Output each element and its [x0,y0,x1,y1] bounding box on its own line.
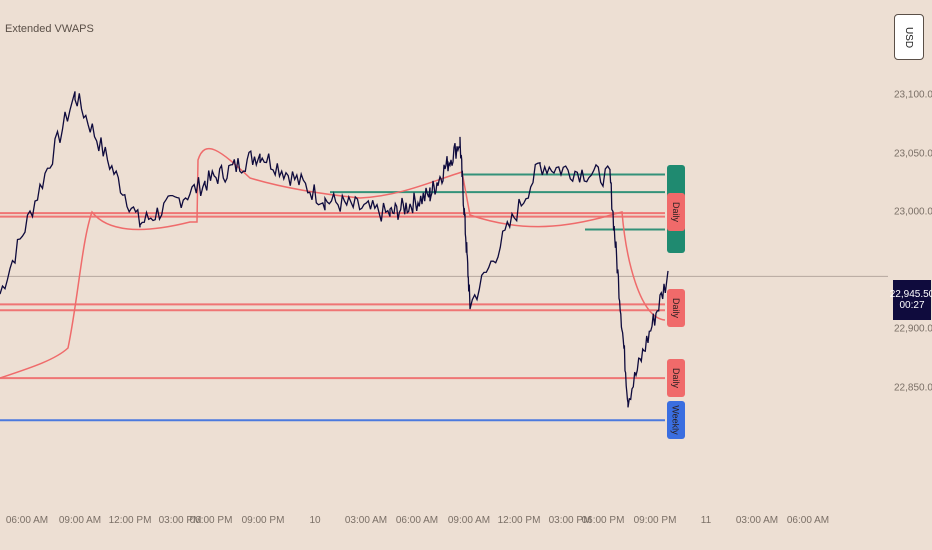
time-tick-label: 03:00 AM [344,515,388,526]
time-tick-label: 06:00 AM [786,515,830,526]
level-badge-daily: Daily [667,288,685,327]
time-tick-label: 06:00 AM [5,515,49,526]
price-tick-label: 23,000.00 [894,206,932,218]
level-badge-label: Daily [671,368,682,389]
time-tick-label: 06:00 AM [395,515,439,526]
time-tick-label: 06:00 PM [581,515,625,526]
time-axis[interactable]: 06:00 AM 09:00 AM 12:00 PM 03:00 PM 06:00 PM… [0,505,888,550]
levels-layer [0,173,888,422]
time-tick-label: 12:00 PM [497,515,541,526]
vwap-layer [0,148,666,379]
bar-countdown: 00:27 [899,300,925,311]
current-price-value: 22,945.50 [889,289,932,300]
time-tick-label: 09:00 AM [58,515,102,526]
level-badge-label: Daily [671,297,682,318]
vwap-curve [0,148,666,379]
time-tick-label: 03:00 PM [158,515,202,526]
price-series-line [0,91,669,408]
level-badge-daily: Daily [667,193,685,231]
time-tick-label: 03:00 AM [735,515,779,526]
price-tick-label: 22,850.00 [894,382,932,393]
price-tick-label: 23,100.00 [894,89,932,101]
level-badge-label: Daily [671,201,682,223]
price-tick-label: 22,900.00 [894,323,932,335]
currency-label: USD [903,26,915,48]
indicator-title: Extended VWAPS [5,23,94,35]
level-badge-weekly: Weekly [667,401,685,440]
time-tick-label: 09:00 AM [447,515,491,526]
price-tick-label: 23,050.00 [894,148,932,159]
price-chart[interactable] [0,0,888,505]
time-tick-label: 09:00 PM [633,515,677,526]
time-tick-label: 11 [700,515,712,526]
level-badge-label: Weekly [671,405,681,435]
price-axis[interactable]: 23,100.00 23,050.00 23,000.00 22,900.00 22,8… [888,0,932,550]
time-tick-label: 10 [309,515,321,526]
time-tick-label: 09:00 PM [241,515,285,526]
time-tick-label: 12:00 PM [108,515,152,526]
time-tick-label: 06:00 PM [189,515,233,526]
level-badge-daily: Daily [667,359,685,398]
price-layer [0,91,669,408]
currency-button[interactable]: USD [894,14,924,60]
time-tick-label: 03:00 PM [548,515,592,526]
chart-area[interactable]: Extended VWAPS [0,0,888,505]
current-price-tag: 22,945.50 00:27 [889,280,932,320]
